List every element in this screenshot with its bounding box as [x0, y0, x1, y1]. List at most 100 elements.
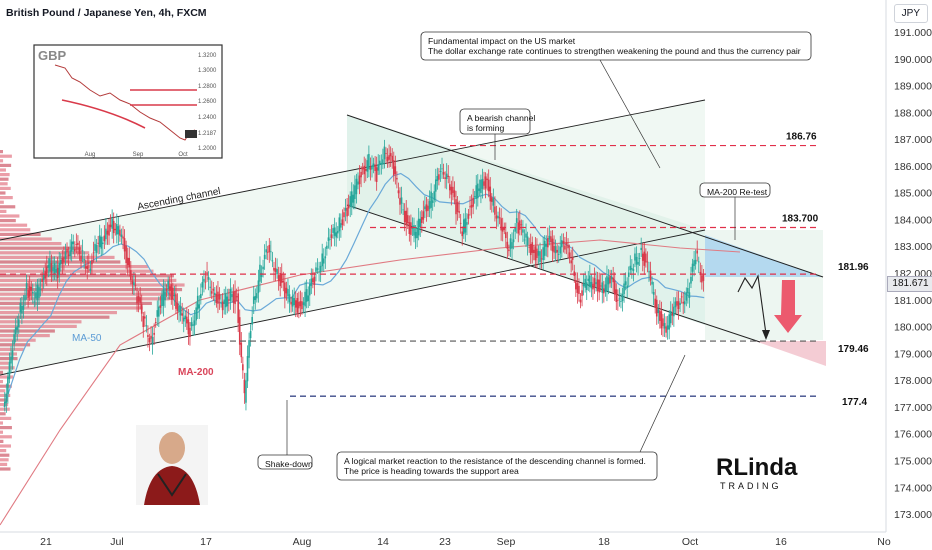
- y-tick-label: 179.000: [894, 348, 932, 360]
- candle: [687, 287, 689, 294]
- candle: [35, 292, 37, 299]
- x-tick-label: Aug: [293, 536, 312, 548]
- candle: [374, 164, 376, 171]
- y-tick-label: 173.000: [894, 509, 932, 521]
- candle: [69, 250, 71, 257]
- volume-bar: [0, 214, 20, 218]
- candle: [531, 242, 534, 253]
- candle: [677, 301, 680, 310]
- candle: [497, 215, 499, 219]
- candle: [336, 230, 339, 234]
- x-tick-label: Oct: [682, 536, 698, 548]
- x-tick-label: 23: [439, 536, 451, 548]
- x-tick-label: 16: [775, 536, 787, 548]
- y-tick-label: 181.000: [894, 295, 932, 307]
- volume-bar: [0, 232, 41, 236]
- candle: [410, 222, 412, 235]
- reaction-note-text: The price is heading towards the support…: [344, 466, 519, 476]
- y-tick-label: 186.000: [894, 161, 932, 173]
- last-price-tag: 181.671: [887, 276, 932, 292]
- volume-bar: [0, 347, 24, 351]
- candle: [291, 295, 294, 307]
- volume-bar: [0, 416, 12, 420]
- candle: [11, 350, 14, 360]
- candle: [453, 190, 456, 198]
- candle: [419, 218, 422, 227]
- candle: [22, 305, 25, 310]
- volume-bar: [0, 242, 62, 246]
- candle: [153, 332, 155, 335]
- candle: [526, 236, 529, 246]
- currency-badge[interactable]: JPY: [893, 4, 928, 23]
- fundamental-note-text: The dollar exchange rate continues to st…: [428, 46, 801, 56]
- inset-y-tick: 1.2800: [198, 84, 217, 90]
- volume-bar: [0, 439, 4, 443]
- candle: [590, 281, 593, 289]
- candle: [282, 280, 285, 283]
- candle: [243, 379, 246, 394]
- ma200-label: MA-200: [178, 367, 214, 378]
- candle: [635, 256, 638, 265]
- candle: [154, 322, 157, 323]
- candle: [196, 295, 199, 310]
- candle: [83, 258, 85, 261]
- candle: [10, 356, 12, 364]
- inset-y-tick: 1.2400: [198, 115, 217, 121]
- candle: [427, 205, 429, 211]
- candle: [445, 173, 448, 180]
- candle: [626, 285, 628, 288]
- candle: [388, 155, 390, 160]
- candle: [319, 265, 322, 272]
- candle: [529, 244, 532, 256]
- candle: [441, 168, 443, 170]
- candle: [64, 251, 67, 260]
- candle: [214, 292, 216, 296]
- candle: [456, 202, 459, 212]
- candle: [372, 163, 375, 167]
- volume-bar: [0, 338, 36, 342]
- candle: [92, 252, 95, 254]
- candle: [357, 181, 359, 185]
- volume-bar: [0, 324, 77, 328]
- candle: [162, 289, 165, 306]
- candle: [350, 191, 353, 208]
- level-label: 183.700: [782, 213, 819, 224]
- candle: [150, 335, 152, 339]
- candle: [103, 235, 106, 242]
- x-tick-label: No: [877, 536, 891, 548]
- candle: [537, 251, 540, 256]
- candle: [396, 177, 398, 180]
- volume-bar: [0, 237, 52, 241]
- bearish-note-text: is forming: [467, 123, 504, 133]
- candle: [534, 246, 537, 261]
- candle: [352, 194, 355, 203]
- x-tick-label: 18: [598, 536, 610, 548]
- candle: [438, 174, 440, 180]
- candle: [676, 301, 678, 306]
- candle: [189, 327, 191, 338]
- candle: [190, 322, 193, 327]
- candle: [612, 277, 614, 283]
- bearish-channel-upper: [346, 114, 824, 278]
- candle: [302, 302, 305, 305]
- candle: [501, 227, 504, 232]
- candle: [77, 242, 79, 246]
- candle: [528, 246, 530, 248]
- candle: [442, 172, 445, 175]
- candle: [618, 298, 621, 300]
- candle: [252, 296, 255, 304]
- candle: [649, 270, 652, 281]
- candle: [201, 281, 204, 288]
- volume-bar: [0, 329, 55, 333]
- candle: [298, 301, 300, 309]
- candle: [413, 225, 415, 236]
- candle: [78, 247, 81, 254]
- target-zone: [755, 341, 826, 366]
- volume-bar: [0, 186, 11, 190]
- candle: [562, 241, 565, 244]
- candle: [7, 376, 9, 394]
- projection-path: [737, 274, 767, 335]
- shake-note-box: [257, 454, 313, 470]
